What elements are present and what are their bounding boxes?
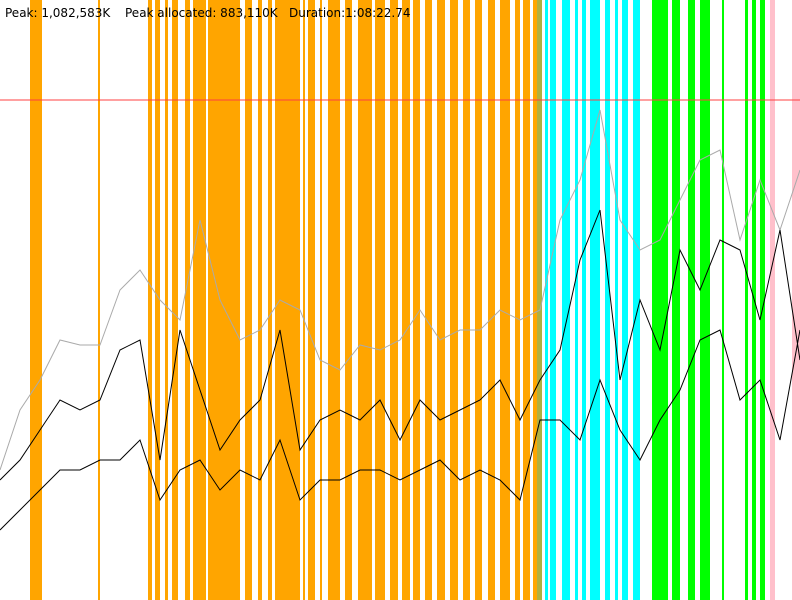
gc-band <box>155 0 160 600</box>
gc-band <box>268 0 272 600</box>
gc-band <box>30 0 42 600</box>
gc-band <box>258 0 262 600</box>
gc-band <box>358 0 372 600</box>
gc-band <box>722 0 724 600</box>
peak: Peak: 1,082,583K <box>5 6 111 20</box>
gc-band <box>562 0 570 600</box>
gc-band <box>515 0 520 600</box>
gc-band <box>770 0 775 600</box>
lines <box>0 99 800 531</box>
gc-band <box>760 0 765 600</box>
gc-band <box>148 0 152 600</box>
gc-band <box>537 0 542 600</box>
gc-band <box>500 0 510 600</box>
gc-band <box>633 0 640 600</box>
gc-band <box>700 0 710 600</box>
gc-band <box>523 0 530 600</box>
series-line <box>0 329 800 531</box>
gc-band <box>308 0 315 600</box>
gc-band <box>320 0 322 600</box>
peak-allocated: Peak allocated: 883,110K <box>125 6 279 20</box>
gc-band <box>475 0 482 600</box>
gc-band <box>413 0 420 600</box>
gc-band <box>275 0 300 600</box>
gc-band <box>437 0 445 600</box>
gc-band <box>98 0 100 600</box>
gc-band <box>582 0 586 600</box>
gc-band <box>390 0 398 600</box>
series-line <box>0 209 800 481</box>
gc-band <box>208 0 240 600</box>
gc-band <box>550 0 556 600</box>
gc-band <box>165 0 168 600</box>
series-line <box>0 109 800 471</box>
gc-band <box>545 0 548 600</box>
gc-band <box>402 0 410 600</box>
gc-band <box>450 0 458 600</box>
gc-band <box>488 0 495 600</box>
gc-band <box>245 0 252 600</box>
gc-band <box>575 0 578 600</box>
gc-band <box>303 0 305 600</box>
duration: Duration:1:08:22.74 <box>289 6 411 20</box>
gc-band <box>652 0 668 600</box>
gc-band <box>172 0 178 600</box>
gc-band <box>745 0 748 600</box>
gc-band <box>590 0 600 600</box>
gc-band <box>345 0 352 600</box>
gc-band <box>463 0 470 600</box>
gc-band <box>622 0 628 600</box>
gc-band <box>672 0 680 600</box>
header: Peak: 1,082,583K Peak allocated: 883,110… <box>5 6 411 20</box>
gc-band <box>533 0 537 600</box>
gc-band <box>193 0 206 600</box>
gc-band <box>688 0 695 600</box>
bands <box>30 0 800 600</box>
gc-band <box>328 0 340 600</box>
gc-band <box>185 0 190 600</box>
gc-band <box>615 0 618 600</box>
gc-band <box>792 0 800 600</box>
gc-band <box>605 0 610 600</box>
gc-band <box>375 0 385 600</box>
gc-band <box>425 0 432 600</box>
